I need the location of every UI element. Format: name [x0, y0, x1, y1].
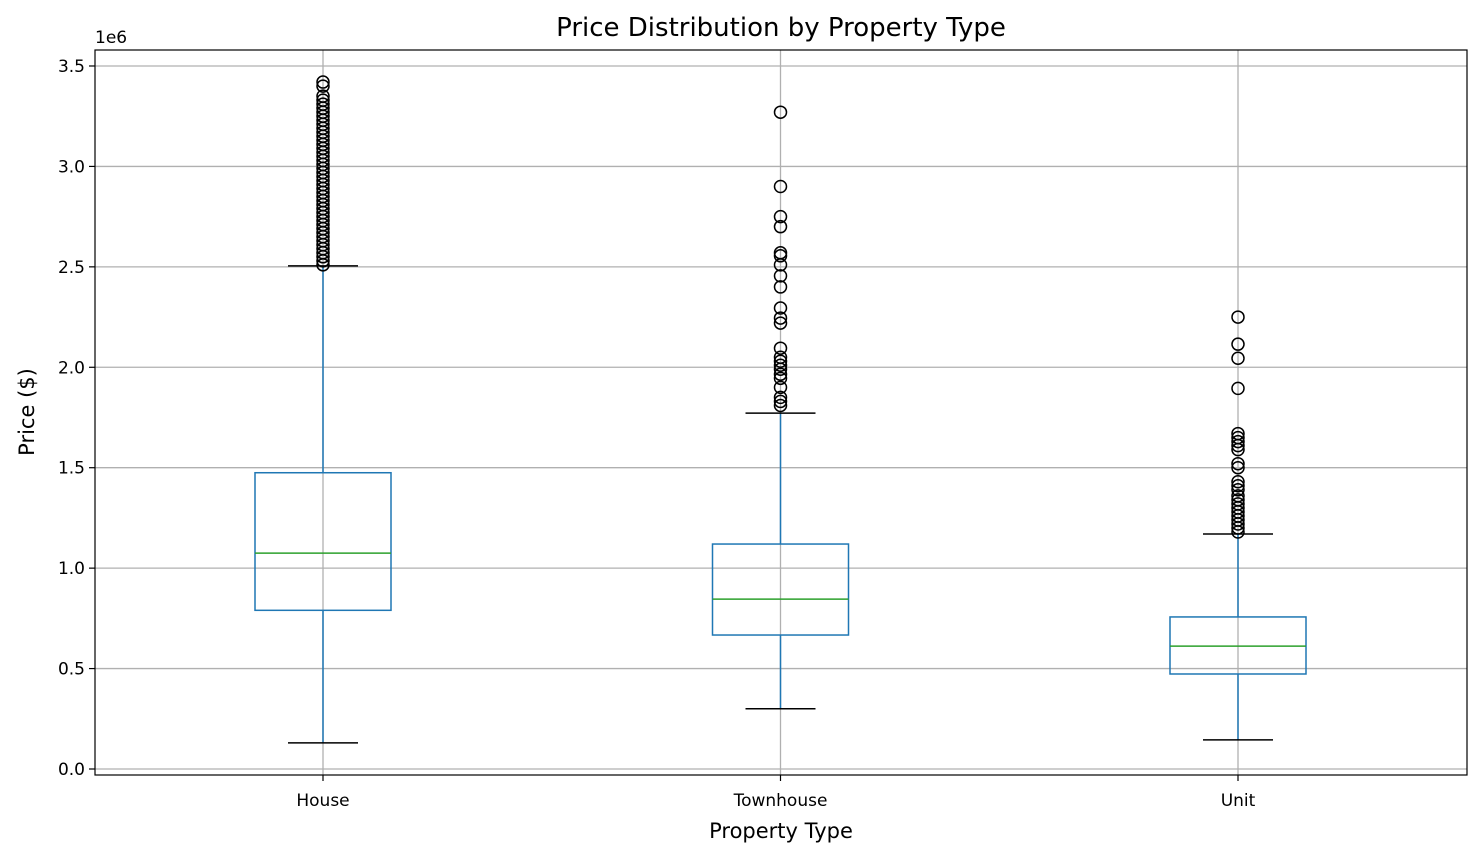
outlier-point — [773, 301, 788, 315]
outlier-point — [1231, 351, 1245, 365]
outlier-point — [773, 219, 788, 234]
outlier-point — [1231, 442, 1245, 457]
outlier-point — [773, 390, 788, 405]
outlier-point — [773, 354, 788, 369]
x-tick-label: House — [296, 791, 349, 811]
outlier-point — [1231, 521, 1245, 535]
outlier-point — [773, 249, 788, 263]
iqr-box — [711, 543, 850, 636]
outlier-point — [773, 394, 788, 409]
outlier-point — [1231, 483, 1245, 497]
y-tick-label: 3.0 — [58, 157, 85, 177]
outlier-point — [773, 362, 788, 377]
axis-ticks: 0.0 0.5 1.0 1.5 2.0 2.5 3.0 3.5 House Townhouse Un… — [58, 57, 1256, 811]
outlier-point — [773, 258, 788, 272]
outlier-point — [773, 341, 788, 355]
outlier-point — [1231, 525, 1245, 539]
x-tick-label: Townhouse — [733, 791, 828, 811]
outlier-point — [1231, 337, 1245, 351]
outlier-point — [316, 89, 330, 103]
outlier-point — [1231, 517, 1245, 531]
y-offset-label: 1e6 — [95, 28, 127, 48]
chart-title: Price Distribution by Property Type — [556, 13, 1006, 43]
outlier-point — [773, 367, 788, 382]
outlier-point — [773, 358, 788, 373]
outlier-point — [773, 311, 788, 325]
outlier-point — [1231, 456, 1245, 471]
outlier-point — [773, 209, 788, 224]
outlier-point — [316, 75, 330, 89]
outlier-point — [773, 371, 788, 386]
x-axis-label: Property Type — [709, 819, 853, 843]
y-tick-label: 0.0 — [58, 760, 85, 780]
box-unit — [1169, 310, 1307, 741]
outlier-point — [773, 280, 788, 294]
outlier-point — [773, 179, 788, 194]
outlier-point — [1231, 475, 1245, 489]
x-tick-label: Unit — [1221, 791, 1256, 811]
y-tick-label: 0.5 — [58, 660, 85, 680]
outlier-point — [773, 269, 788, 283]
y-tick-label: 1.0 — [58, 559, 85, 579]
y-tick-label: 2.0 — [58, 358, 85, 378]
y-axis-label: Price ($) — [15, 368, 39, 456]
outlier-point — [1231, 479, 1245, 493]
outlier-point — [316, 79, 330, 93]
box-series — [254, 75, 1307, 744]
outlier-point — [773, 105, 788, 119]
iqr-box — [254, 471, 392, 612]
outlier-point — [773, 398, 788, 413]
outlier-point — [1231, 460, 1245, 475]
y-tick-label: 1.5 — [58, 459, 85, 479]
box-townhouse — [711, 105, 850, 710]
outlier-point — [773, 380, 788, 395]
outlier-point — [773, 316, 788, 330]
y-tick-label: 2.5 — [58, 258, 85, 278]
box-house — [254, 75, 392, 744]
outlier-point — [1231, 381, 1245, 396]
outlier-point — [1231, 310, 1245, 324]
outlier-point — [1231, 434, 1245, 449]
outlier-point — [316, 93, 330, 107]
outlier-point — [316, 97, 330, 111]
outlier-point — [1231, 438, 1245, 453]
y-tick-label: 3.5 — [58, 57, 85, 77]
